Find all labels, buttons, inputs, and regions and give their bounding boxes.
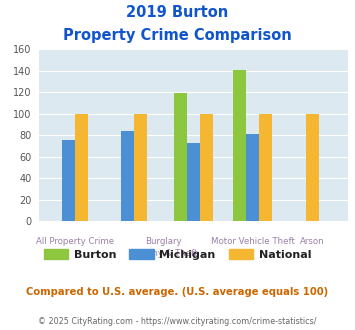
Bar	[187, 143, 200, 221]
Bar	[306, 114, 319, 221]
Text: Burglary
Larceny & Theft: Burglary Larceny & Theft	[130, 237, 198, 258]
Text: Motor Vehicle Theft: Motor Vehicle Theft	[211, 237, 295, 246]
Bar	[260, 114, 273, 221]
Bar	[62, 140, 75, 221]
Text: © 2025 CityRating.com - https://www.cityrating.com/crime-statistics/: © 2025 CityRating.com - https://www.city…	[38, 317, 317, 326]
Bar	[200, 114, 213, 221]
Bar	[246, 134, 260, 221]
Bar	[75, 114, 88, 221]
Text: Compared to U.S. average. (U.S. average equals 100): Compared to U.S. average. (U.S. average …	[26, 287, 329, 297]
Text: Arson: Arson	[300, 237, 324, 246]
Bar	[174, 93, 187, 221]
Text: Property Crime Comparison: Property Crime Comparison	[63, 28, 292, 43]
Legend: Burton, Michigan, National: Burton, Michigan, National	[39, 245, 316, 264]
Bar	[121, 131, 134, 221]
Text: All Property Crime: All Property Crime	[36, 237, 114, 246]
Bar	[134, 114, 147, 221]
Text: 2019 Burton: 2019 Burton	[126, 5, 229, 20]
Bar	[233, 70, 246, 221]
